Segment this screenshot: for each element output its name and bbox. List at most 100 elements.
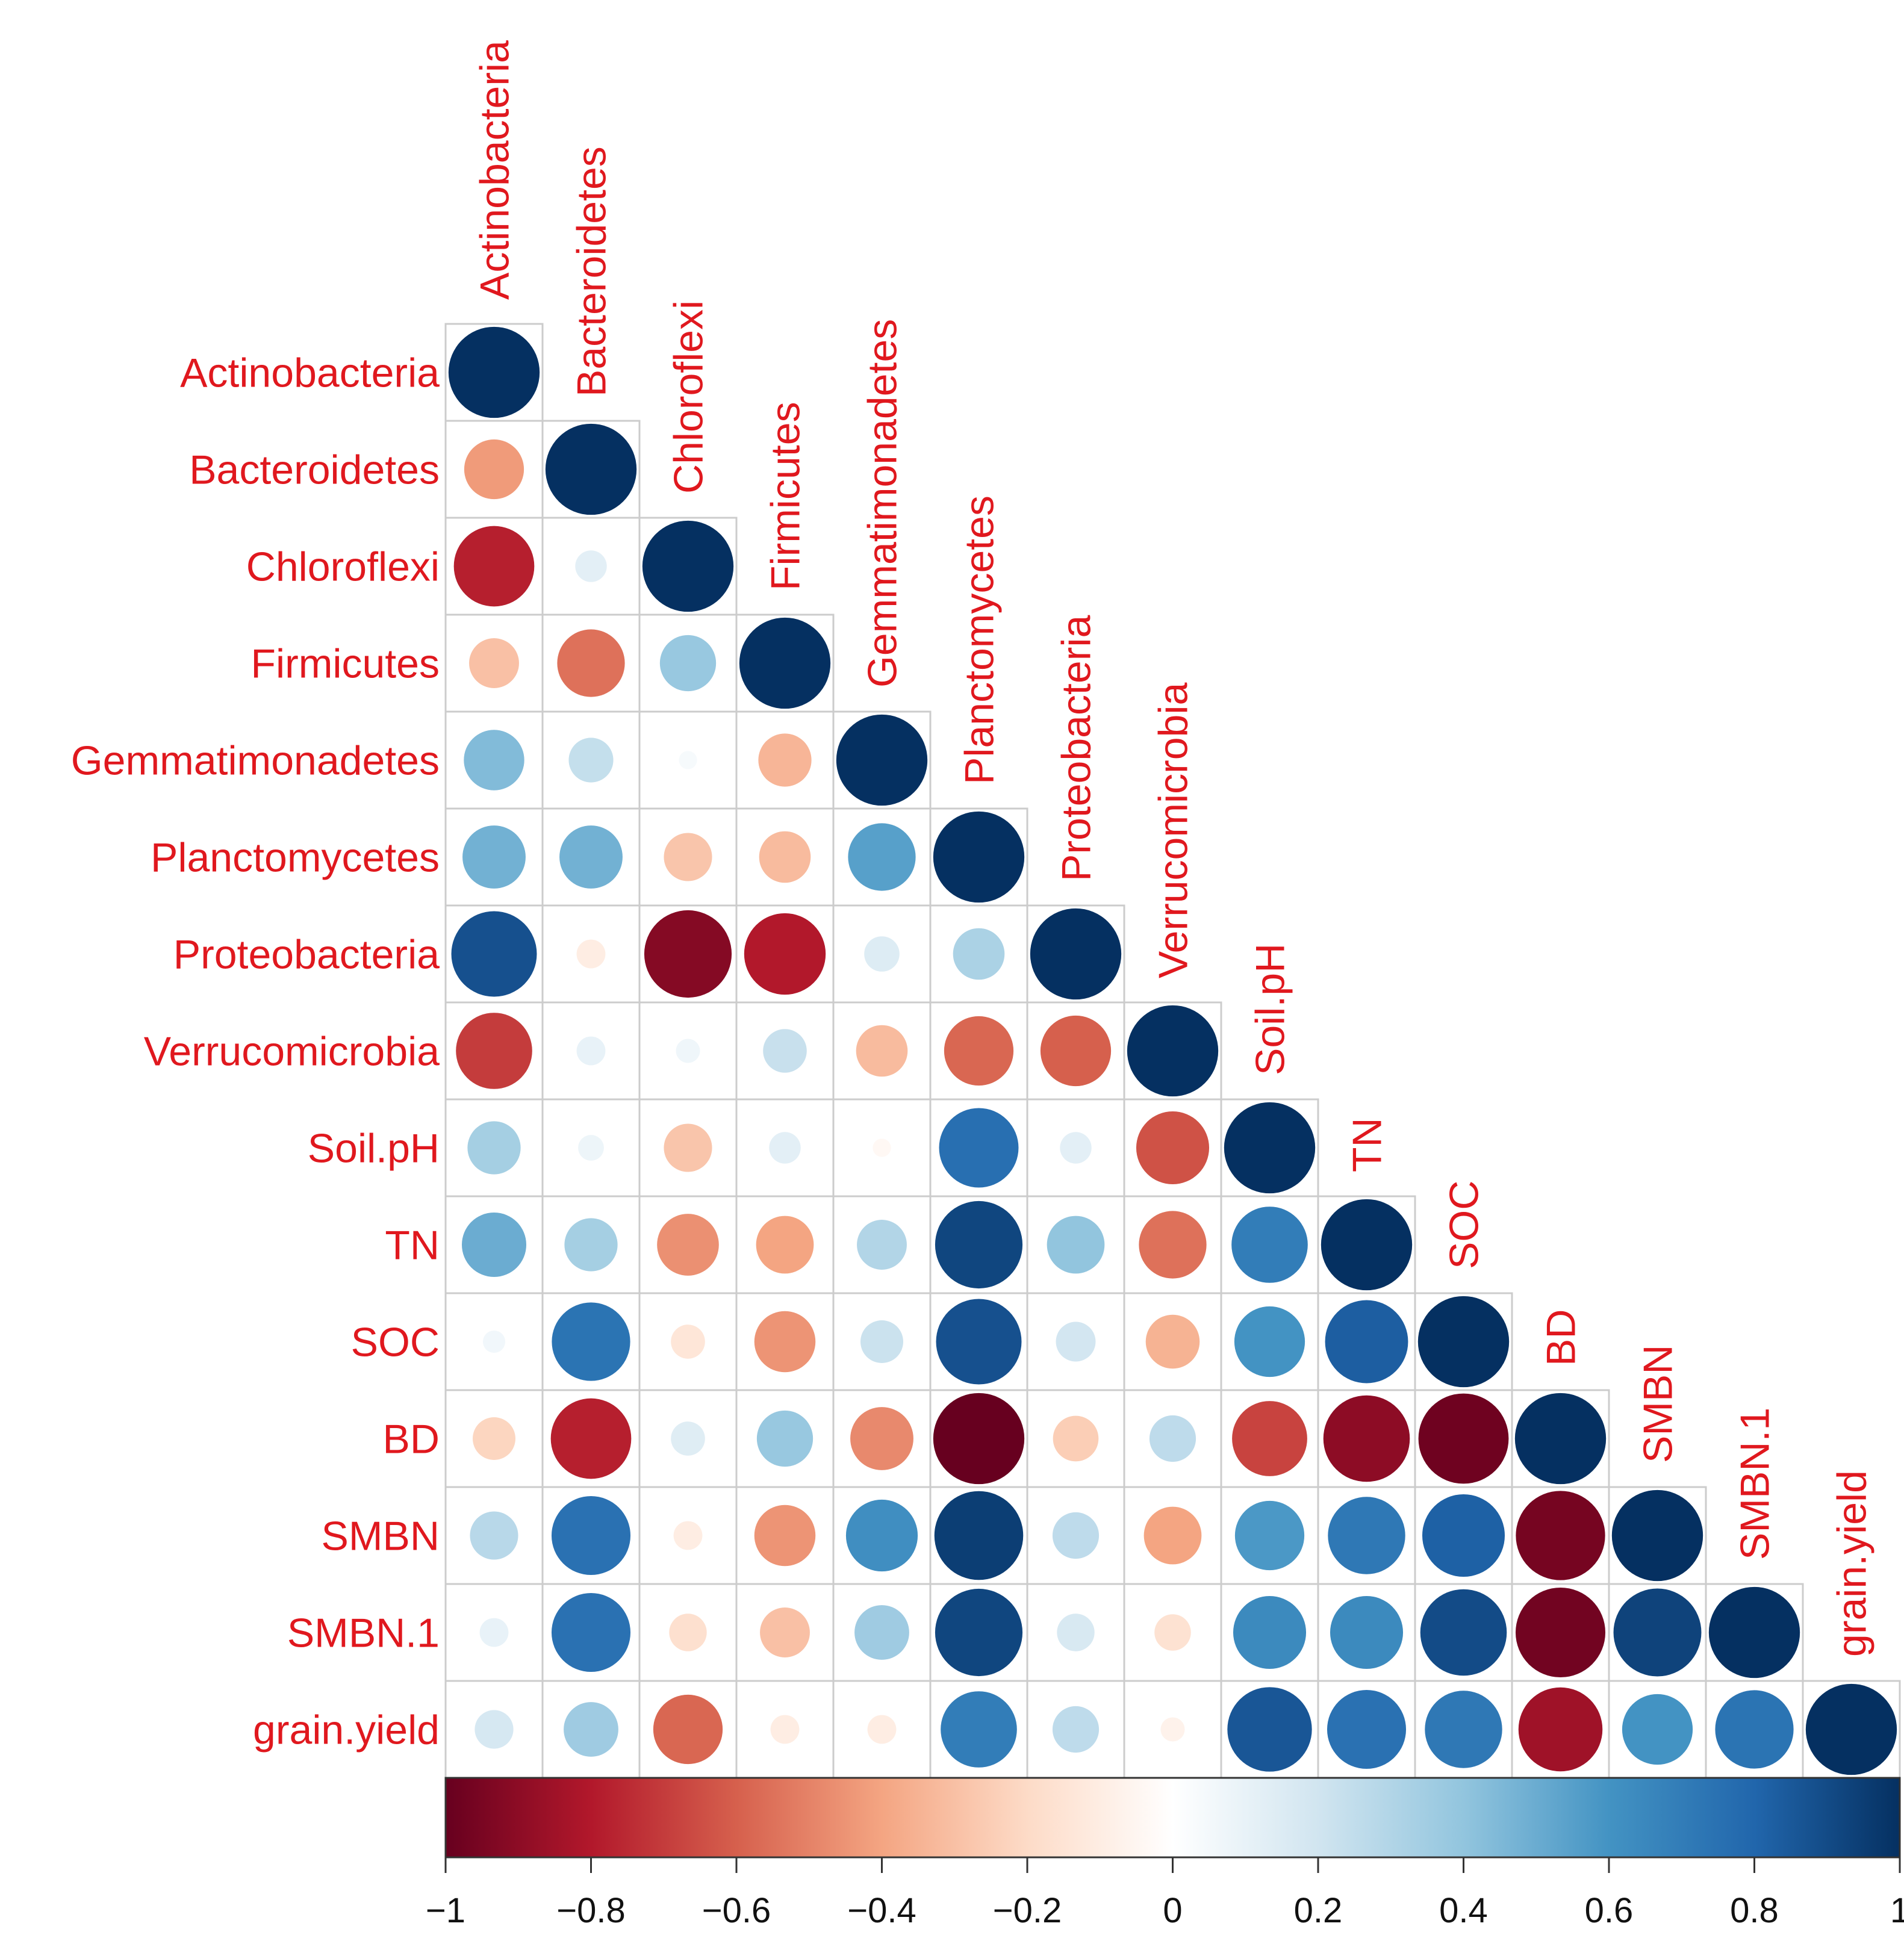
row-label-SMBN: SMBN (322, 1513, 440, 1559)
corr-circle-BD-BD (1514, 1393, 1607, 1485)
corr-circle-TN-Proteobacteria (1047, 1216, 1105, 1274)
corr-circle-SMBN.1-Actinobacteria (479, 1618, 509, 1647)
corr-circle-Bacteroidetes-Actinobacteria (464, 439, 524, 500)
corr-circle-Chloroflexi-Chloroflexi (642, 520, 734, 612)
corr-circle-TN-Planctomycetes (935, 1200, 1023, 1289)
corr-circle-SMBN-BD (1516, 1491, 1605, 1580)
corr-circle-SOC-Proteobacteria (1056, 1322, 1096, 1362)
corr-circle-Gemmatimonadetes-Chloroflexi (679, 751, 697, 769)
corr-circle-SMBN-Verrucomicrobia (1143, 1506, 1202, 1565)
corr-circle-SMBN.1-SOC (1420, 1589, 1507, 1676)
colorbar-tick-label: 0.2 (1294, 1891, 1343, 1930)
col-label-Planctomycetes: Planctomycetes (956, 495, 1002, 784)
colorbar-tick-label: 0.4 (1439, 1891, 1488, 1930)
corr-circle-Gemmatimonadetes-Actinobacteria (464, 730, 524, 790)
corr-circle-Proteobacteria-Actinobacteria (451, 911, 537, 997)
corr-circle-grain.yield-grain.yield (1805, 1683, 1897, 1775)
corr-circle-grain.yield-TN (1327, 1689, 1407, 1769)
corr-circle-BD-Actinobacteria (473, 1417, 515, 1460)
corr-circle-Verrucomicrobia-Firmicutes (763, 1029, 807, 1073)
corr-circle-Verrucomicrobia-Actinobacteria (456, 1013, 532, 1089)
corr-circle-Proteobacteria-Chloroflexi (644, 910, 732, 998)
corr-circle-Proteobacteria-Firmicutes (744, 913, 826, 995)
corr-circle-Gemmatimonadetes-Gemmatimonadetes (836, 714, 928, 806)
col-label-Soil.pH: Soil.pH (1247, 943, 1293, 1075)
col-label-Chloroflexi: Chloroflexi (665, 300, 711, 494)
corr-circle-grain.yield-SMBN (1622, 1694, 1693, 1765)
corr-circle-SMBN-Planctomycetes (934, 1491, 1024, 1580)
corr-circle-grain.yield-Bacteroidetes (564, 1702, 618, 1757)
corr-circle-TN-Bacteroidetes (564, 1218, 618, 1272)
col-label-TN: TN (1344, 1117, 1390, 1172)
col-label-SMBN: SMBN (1635, 1345, 1681, 1463)
corr-circle-grain.yield-SMBN.1 (1715, 1690, 1794, 1769)
colorbar-gradient (444, 1777, 1901, 1859)
col-label-Firmicutes: Firmicutes (762, 402, 808, 591)
corr-circle-SMBN.1-Bacteroidetes (551, 1592, 631, 1672)
col-label-Bacteroidetes: Bacteroidetes (568, 146, 614, 397)
corr-circle-BD-Bacteroidetes (550, 1398, 632, 1479)
corr-circle-TN-TN (1321, 1199, 1413, 1291)
row-label-Actinobacteria: Actinobacteria (180, 350, 440, 396)
corr-circle-Actinobacteria-Actinobacteria (448, 326, 540, 418)
row-label-Verrucomicrobia: Verrucomicrobia (144, 1028, 440, 1074)
corr-circle-SMBN.1-Planctomycetes (935, 1588, 1023, 1677)
corr-circle-Soil.pH-Proteobacteria (1060, 1132, 1092, 1164)
col-label-Actinobacteria: Actinobacteria (471, 40, 517, 300)
corr-circle-SMBN.1-Gemmatimonadetes (854, 1605, 909, 1660)
corr-circle-Verrucomicrobia-Chloroflexi (676, 1039, 700, 1063)
corr-circle-TN-Verrucomicrobia (1139, 1211, 1207, 1279)
row-label-BD: BD (383, 1416, 440, 1462)
corr-circle-BD-Soil.pH (1232, 1401, 1307, 1476)
col-label-Verrucomicrobia: Verrucomicrobia (1150, 683, 1196, 978)
corr-circle-BD-Gemmatimonadetes (850, 1407, 913, 1470)
corr-circle-grain.yield-Soil.pH (1227, 1687, 1312, 1772)
corr-circle-Soil.pH-Actinobacteria (467, 1121, 521, 1175)
column-labels: Actinobacteria Bacteroidetes Chloroflexi Fi… (471, 40, 1874, 1657)
colorbar-tick-label: −0.6 (702, 1891, 771, 1930)
cell-Soil.pH-Chloroflexi (638, 1098, 738, 1197)
colorbar-tick-label: −0.2 (993, 1891, 1062, 1930)
row-label-Proteobacteria: Proteobacteria (173, 931, 440, 977)
corr-circle-Chloroflexi-Bacteroidetes (575, 550, 607, 582)
row-label-Planctomycetes: Planctomycetes (151, 834, 440, 880)
corr-circle-Soil.pH-Firmicutes (769, 1132, 801, 1164)
corr-circle-Verrucomicrobia-Proteobacteria (1040, 1015, 1112, 1087)
corr-circle-SOC-SOC (1417, 1296, 1510, 1388)
corr-circle-grain.yield-Chloroflexi (653, 1694, 723, 1765)
col-label-Gemmatimonadetes: Gemmatimonadetes (859, 319, 905, 688)
colorbar-tick-label: 0.6 (1585, 1891, 1634, 1930)
colorbar: −1 −0.8 −0.6 −0.4 −0.2 0 0.2 0.4 0.6 0.8 1 (426, 1777, 1904, 1930)
colorbar-tick-label: −1 (426, 1891, 465, 1930)
corr-circle-BD-Verrucomicrobia (1149, 1415, 1196, 1462)
corr-circle-Chloroflexi-Actinobacteria (453, 526, 535, 607)
row-label-Chloroflexi: Chloroflexi (246, 544, 440, 589)
corr-circle-SMBN-Gemmatimonadetes (845, 1499, 918, 1572)
corr-circle-SMBN.1-TN (1330, 1595, 1404, 1669)
corr-circle-Firmicutes-Bacteroidetes (557, 629, 625, 697)
corr-circle-Planctomycetes-Actinobacteria (462, 825, 526, 889)
corr-circle-TN-Soil.pH (1231, 1207, 1308, 1283)
corr-circle-grain.yield-Actinobacteria (474, 1710, 514, 1749)
col-label-SOC: SOC (1441, 1181, 1487, 1269)
row-label-TN: TN (385, 1222, 440, 1268)
corr-circle-Firmicutes-Actinobacteria (469, 638, 519, 688)
corr-circle-Soil.pH-Bacteroidetes (578, 1135, 604, 1161)
colorbar-tick-label: 1 (1890, 1891, 1904, 1930)
corr-circle-Planctomycetes-Planctomycetes (933, 811, 1025, 903)
colorbar-tick-label: 0.8 (1730, 1891, 1779, 1930)
corr-circle-BD-Planctomycetes (933, 1393, 1025, 1485)
corr-circle-SMBN-Chloroflexi (673, 1521, 703, 1550)
corr-circle-grain.yield-BD (1518, 1687, 1603, 1772)
corr-circle-Soil.pH-Planctomycetes (939, 1108, 1019, 1188)
corr-circle-SOC-Gemmatimonadetes (860, 1320, 903, 1363)
corr-circle-Proteobacteria-Gemmatimonadetes (864, 936, 900, 972)
corr-circle-Verrucomicrobia-Gemmatimonadetes (856, 1025, 908, 1077)
corr-circle-Gemmatimonadetes-Bacteroidetes (568, 738, 614, 783)
corr-circle-SMBN.1-Soil.pH (1233, 1595, 1307, 1669)
corr-circle-Soil.pH-Soil.pH (1224, 1102, 1316, 1194)
corr-circle-Proteobacteria-Bacteroidetes (576, 939, 606, 969)
corr-circle-SOC-Actinobacteria (482, 1330, 506, 1353)
corr-circle-SMBN-Proteobacteria (1052, 1512, 1100, 1559)
